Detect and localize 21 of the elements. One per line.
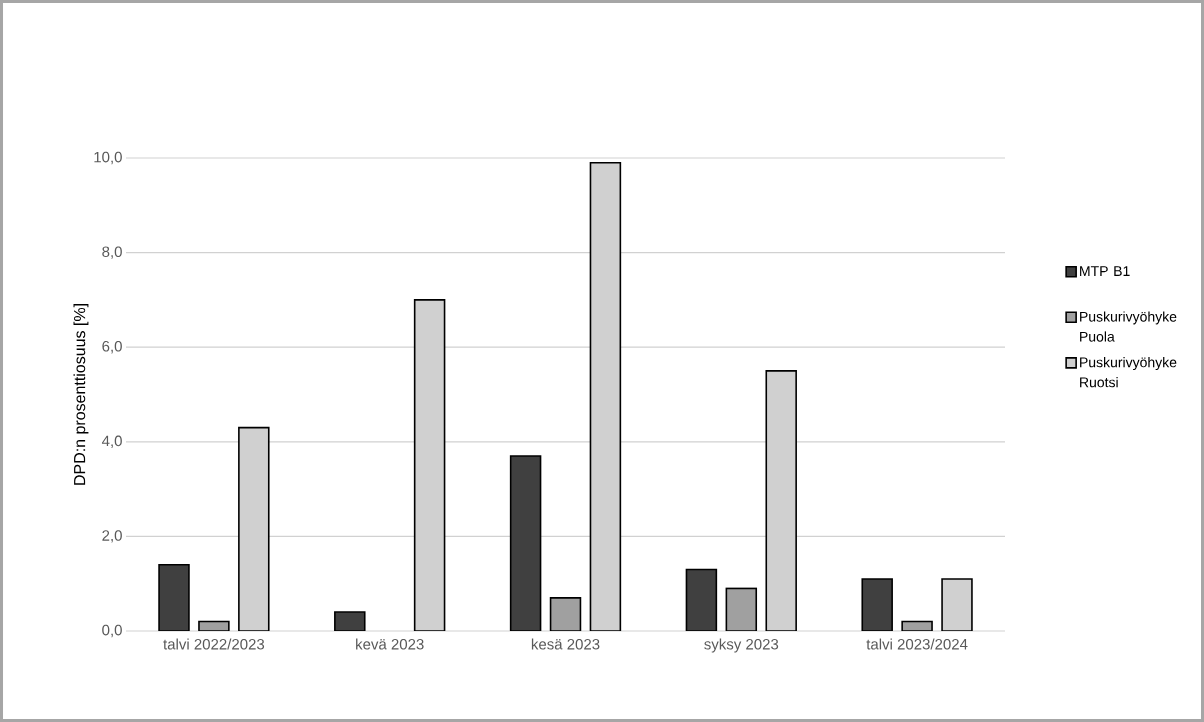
y-tick-label: 6,0: [102, 340, 122, 354]
legend-label: Puskurivyöhyke Puola: [1080, 311, 1177, 342]
y-tick-label: 10,0: [94, 151, 122, 165]
x-tick-label: syksy 2023: [704, 638, 779, 653]
legend-label: Puskurivyöhyke Ruotsi: [1080, 357, 1177, 388]
bar: [725, 587, 758, 631]
bar: [158, 563, 190, 631]
y-tick-label: 4,0: [101, 435, 122, 448]
bar: [509, 455, 542, 631]
bar: [685, 568, 718, 631]
x-tick-label: talvi 2023/2024: [866, 638, 968, 650]
y-tick-label: 8,0: [102, 246, 122, 259]
x-tick-label: kevä 2023: [356, 638, 424, 650]
legend-label: MTP B1: [1080, 266, 1130, 276]
x-tick-label: talvi 2022/2023: [163, 638, 265, 650]
x-tick-label: kesä 2023: [531, 638, 600, 650]
y-axis-title: DPD:n prosenttiosuus [%]: [73, 304, 89, 485]
y-tick-label: 2,0: [102, 530, 122, 543]
bar: [861, 578, 893, 631]
y-tick-label: 0,0: [102, 624, 122, 638]
bar: [549, 597, 582, 631]
